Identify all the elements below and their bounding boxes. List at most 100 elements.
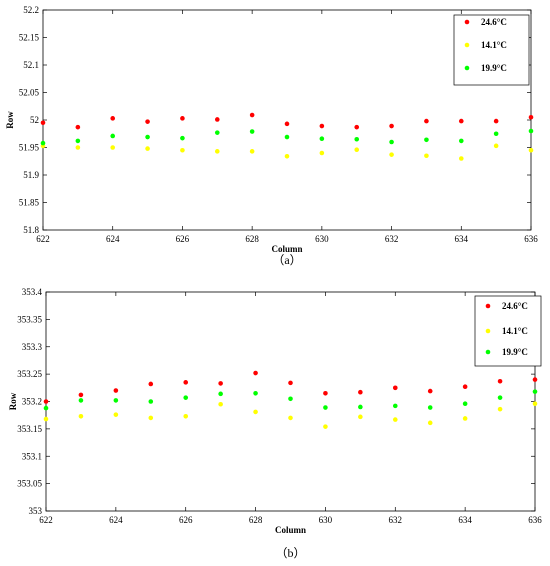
legend: 24.6°C 14.1°C 19.9°C [474, 295, 542, 367]
data-point [180, 116, 185, 121]
y-tick-label: 51.85 [19, 198, 40, 208]
data-point [354, 124, 360, 130]
data-point [319, 136, 325, 141]
data-point [288, 380, 293, 386]
data-point [78, 413, 84, 419]
data-point [497, 378, 503, 384]
data-point [493, 118, 499, 124]
x-tick-label: 636 [524, 234, 538, 244]
legend-marker [464, 19, 470, 25]
y-axis-label: Row [8, 392, 18, 410]
data-point [458, 138, 464, 144]
series-2 [43, 389, 538, 411]
data-point [323, 405, 328, 410]
x-tick-label: 636 [528, 515, 542, 525]
y-tick-label: 353.15 [17, 424, 42, 434]
series-2 [40, 128, 534, 146]
data-point [284, 134, 290, 140]
legend-label: 14.1°C [502, 326, 528, 336]
data-point [43, 416, 49, 422]
data-point [497, 406, 503, 412]
x-tick-label: 628 [249, 515, 263, 525]
data-point [110, 133, 116, 139]
data-point [249, 129, 255, 134]
data-point [392, 417, 398, 422]
data-point [424, 137, 429, 143]
x-tick-label: 626 [176, 234, 190, 244]
y-tick-label: 52 [30, 115, 39, 125]
y-tick-label: 52.2 [23, 5, 39, 15]
data-point [532, 377, 538, 382]
data-point [528, 128, 534, 134]
y-tick-label: 52.1 [23, 60, 39, 70]
y-tick-label: 353.25 [17, 369, 42, 379]
chart-b: 353 353.05 353.1 353.15 353.2 353.25 353.3 353.… [8, 287, 542, 560]
data-point [75, 124, 81, 130]
data-point [458, 118, 464, 124]
data-point [148, 415, 154, 421]
series-1 [40, 143, 534, 161]
y-tick-label: 51.8 [23, 225, 39, 235]
data-point [218, 391, 223, 397]
y-tick-label: 353.4 [22, 287, 43, 297]
data-point [392, 385, 398, 391]
data-point [389, 123, 394, 129]
y-tick-label: 52.15 [19, 33, 40, 43]
data-point [145, 134, 150, 140]
data-point [462, 401, 468, 406]
data-point [113, 388, 119, 393]
series-1 [43, 401, 538, 429]
data-point [532, 401, 538, 406]
legend-label: 19.9°C [481, 63, 507, 73]
data-point [427, 420, 433, 426]
legend: 24.6°C 14.1°C 19.9°C [453, 14, 530, 86]
y-tick-label: 353 [29, 506, 43, 516]
data-point [288, 396, 293, 402]
y-tick-label: 353.35 [17, 314, 42, 324]
legend-marker [485, 328, 491, 334]
data-point [113, 412, 119, 417]
data-point [180, 135, 185, 141]
data-point [40, 120, 46, 126]
x-tick-label: 632 [389, 515, 403, 525]
x-tick-label: 634 [458, 515, 472, 525]
legend-marker [485, 303, 491, 309]
data-point [183, 413, 189, 419]
data-point [493, 131, 499, 137]
y-axis-label: Row [5, 111, 15, 129]
data-point [532, 389, 538, 394]
data-point [75, 138, 81, 144]
data-point [358, 404, 363, 410]
data-point [40, 140, 46, 146]
y-tick-label: 353.05 [17, 479, 42, 489]
y-tick-label: 353.1 [22, 451, 42, 461]
series-0 [40, 112, 534, 130]
data-point [249, 112, 255, 118]
x-tick-label: 624 [106, 234, 120, 244]
data-point [183, 395, 189, 400]
series-0 [43, 370, 538, 404]
data-point [462, 416, 468, 421]
data-point [253, 370, 258, 376]
y-tick-label: 52.05 [19, 88, 40, 98]
data-point [43, 405, 49, 411]
data-point [497, 395, 503, 400]
data-point [389, 139, 394, 145]
data-point [253, 390, 258, 396]
data-point [427, 405, 433, 410]
x-tick-label: 626 [179, 515, 193, 525]
data-point [214, 149, 220, 154]
data-point [78, 392, 84, 398]
data-point [528, 147, 534, 153]
data-point [180, 147, 185, 153]
legend-label: 24.6°C [481, 17, 507, 27]
data-point [148, 381, 154, 387]
data-point [319, 123, 325, 129]
x-tick-label: 632 [385, 234, 399, 244]
figure-caption: （b） [275, 546, 305, 560]
data-point [110, 145, 116, 150]
data-point [319, 150, 325, 156]
data-point [183, 380, 189, 385]
y-tick-label: 51.9 [23, 170, 39, 180]
